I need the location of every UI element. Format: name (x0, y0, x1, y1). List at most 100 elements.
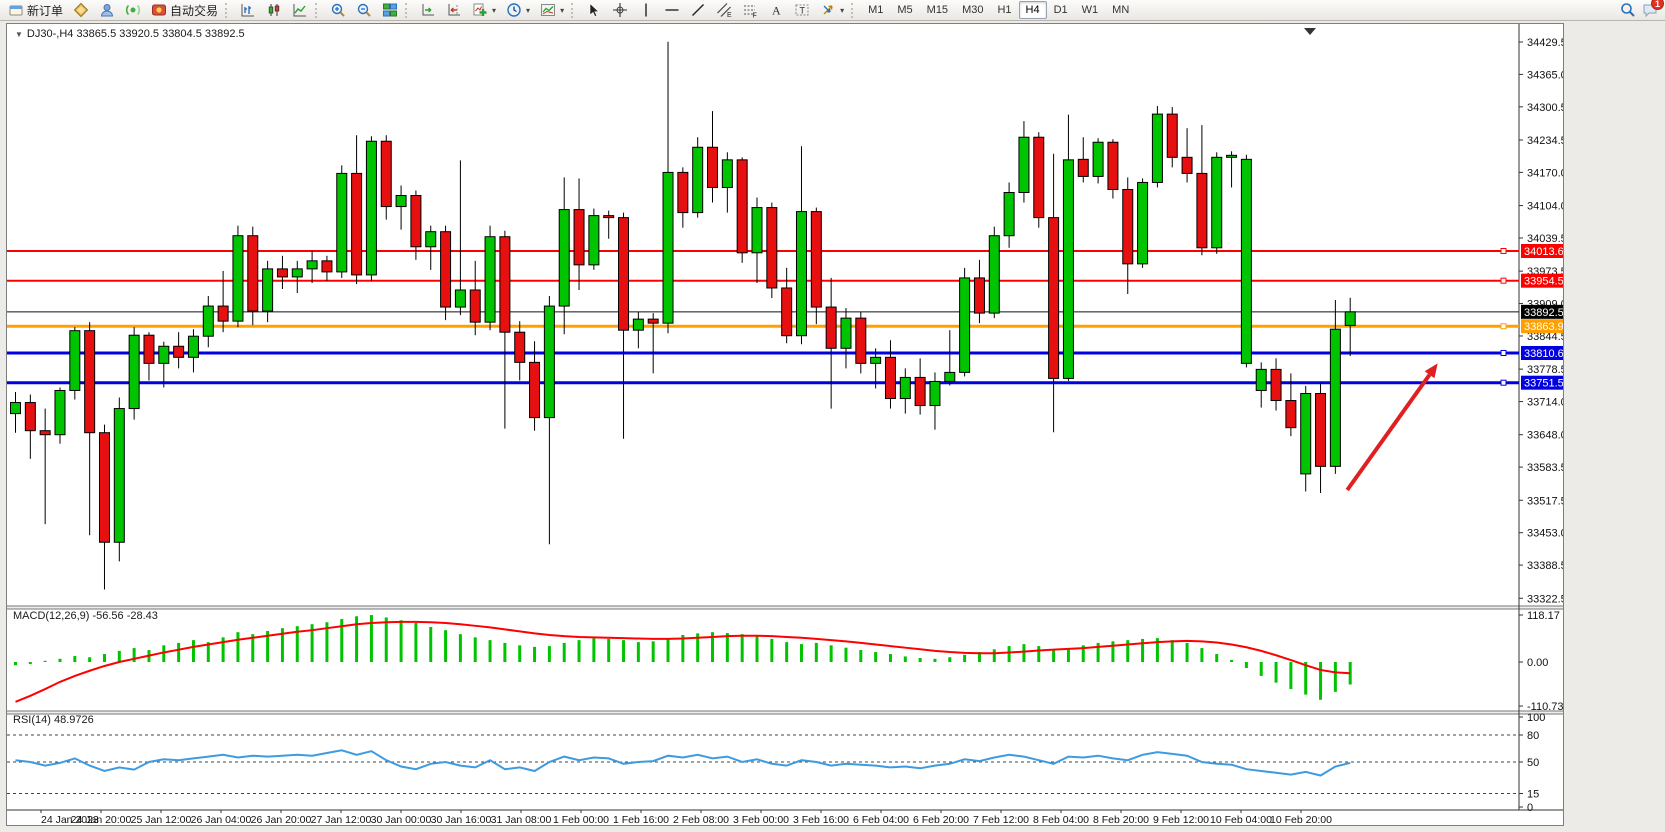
candle-bullish (69, 330, 81, 391)
crosshair-tool-button[interactable] (607, 1, 633, 20)
profile-button[interactable] (94, 1, 120, 20)
timeframe-button-W1[interactable]: W1 (1081, 4, 1099, 16)
candle-bearish (973, 277, 985, 314)
dropdown-caret-icon[interactable]: ▾ (492, 5, 497, 15)
tile-windows-icon (383, 3, 398, 17)
timeframe-button-M15[interactable]: M15 (926, 4, 949, 16)
search-icon[interactable] (1620, 2, 1636, 18)
candlestick-mode-button[interactable] (261, 1, 287, 20)
time-axis-label: 6 Feb 20:00 (913, 814, 969, 825)
line-price-label (1521, 345, 1563, 360)
line-handle[interactable] (1500, 277, 1507, 284)
toolbar-separator (405, 2, 411, 18)
svg-text:33453.0: 33453.0 (1527, 528, 1563, 540)
zoom-out-button[interactable] (351, 1, 377, 20)
svg-text:15: 15 (1527, 789, 1539, 801)
timeframe-button-D1[interactable]: D1 (1053, 4, 1068, 16)
candle-bearish (529, 361, 541, 419)
auto-scroll-button[interactable] (415, 1, 441, 20)
line-price-label (1521, 273, 1563, 288)
templates-button[interactable]: ▾ (535, 1, 569, 20)
candle-bearish (98, 432, 110, 543)
svg-text:33517.5: 33517.5 (1527, 495, 1563, 507)
line-handle[interactable] (1500, 323, 1507, 330)
clock-icon (507, 3, 521, 17)
annotation-arrow[interactable] (1345, 363, 1438, 492)
candle-bullish (632, 318, 644, 331)
text-tool-button[interactable]: A (763, 1, 789, 20)
dropdown-caret-icon[interactable]: ▾ (560, 5, 565, 15)
candle-bullish (870, 356, 882, 364)
mql-community-button[interactable] (68, 1, 94, 20)
candle-bearish (855, 317, 867, 364)
time-axis-label: 26 Jan 04:00 (191, 814, 252, 825)
candle-bearish (1181, 156, 1193, 174)
candle-bullish (54, 389, 66, 436)
svg-text:34104.0: 34104.0 (1527, 201, 1563, 213)
horizontal-price-lines[interactable] (7, 247, 1519, 386)
line-handle[interactable] (1500, 379, 1507, 386)
text-a-icon: A (772, 4, 781, 18)
timeframe-button-M5[interactable]: M5 (897, 4, 913, 16)
candle-bearish (351, 172, 363, 276)
chart-shift-marker-icon[interactable] (1304, 28, 1316, 35)
crosshair-icon (613, 3, 628, 17)
trendline-tool-button[interactable] (685, 1, 711, 20)
candle-bearish (707, 146, 719, 188)
timeframe-button-H1[interactable]: H1 (997, 4, 1012, 16)
tile-windows-button[interactable] (377, 1, 403, 20)
chart-shift-button[interactable] (441, 1, 467, 20)
fibonacci-tool-button[interactable]: F (737, 1, 763, 20)
dropdown-caret-icon[interactable]: ▾ (840, 5, 845, 15)
workspace-background (1565, 23, 1665, 832)
rsi-line (15, 749, 1351, 777)
main-chart-svg[interactable]: 34429.5 34365.0 34300.5 34234.5 34170.0 34104… (7, 24, 1563, 825)
svg-text:34234.5: 34234.5 (1527, 135, 1563, 147)
time-axis-label: 3 Feb 16:00 (793, 814, 849, 825)
price-axis[interactable]: 34429.5 34365.0 34300.5 34234.5 34170.0 34104… (1519, 37, 1563, 814)
bar-chart-mode-button[interactable] (235, 1, 261, 20)
candle-bullish (1018, 136, 1030, 193)
timeframe-button-M30[interactable]: M30 (962, 4, 984, 16)
candle-bearish (514, 331, 526, 363)
candle-bullish (1151, 113, 1163, 183)
candle-bearish (24, 402, 36, 432)
auto-trading-button[interactable]: 自动交易 (146, 1, 223, 20)
time-axis-label: 1 Feb 16:00 (613, 814, 669, 825)
candle-bullish (929, 380, 941, 407)
candle-bearish (499, 236, 511, 333)
equidistant-channel-tool-button[interactable]: E (711, 1, 737, 20)
candle-bullish (454, 289, 466, 308)
candle-bearish (1048, 217, 1060, 379)
vertical-line-tool-button[interactable] (633, 1, 659, 20)
svg-text:T: T (800, 6, 806, 16)
chart-window[interactable]: 34429.5 34365.0 34300.5 34234.5 34170.0 34104… (6, 23, 1564, 826)
signal-button[interactable] (120, 1, 146, 20)
timeframe-button-MN[interactable]: MN (1112, 4, 1130, 16)
candle-bullish (291, 268, 303, 278)
line-chart-mode-button[interactable] (287, 1, 313, 20)
cursor-tool-button[interactable] (581, 1, 607, 20)
notifications-chat-button[interactable]: 1 (1642, 0, 1664, 18)
timeframe-button-M1[interactable]: M1 (868, 4, 884, 16)
line-handle[interactable] (1500, 349, 1507, 356)
svg-text:F: F (753, 13, 757, 19)
horizontal-line-tool-button[interactable] (659, 1, 685, 20)
toolbar-separator (851, 2, 857, 18)
new-order-button[interactable]: 新订单 (3, 1, 68, 20)
timeframe-button-H4[interactable]: H4 (1018, 1, 1047, 19)
add-indicator-button[interactable]: ▾ (467, 1, 501, 20)
timeframe-button-group: M1 M5 M15 M30 H1 H4 D1 W1 MN (861, 1, 1136, 19)
line-handle[interactable] (1500, 247, 1507, 254)
periods-button[interactable]: ▾ (501, 1, 535, 20)
svg-text:33322.5: 33322.5 (1527, 593, 1563, 605)
text-label-tool-button[interactable]: T (789, 1, 815, 20)
arrows-tool-button[interactable]: ▾ (815, 1, 849, 20)
dropdown-caret-icon[interactable]: ▾ (526, 5, 531, 15)
candle-bullish (1062, 159, 1074, 379)
line-price-label (1521, 304, 1563, 319)
zoom-in-button[interactable] (325, 1, 351, 20)
svg-text:34429.5: 34429.5 (1527, 37, 1563, 49)
candle-bullish (10, 402, 21, 415)
